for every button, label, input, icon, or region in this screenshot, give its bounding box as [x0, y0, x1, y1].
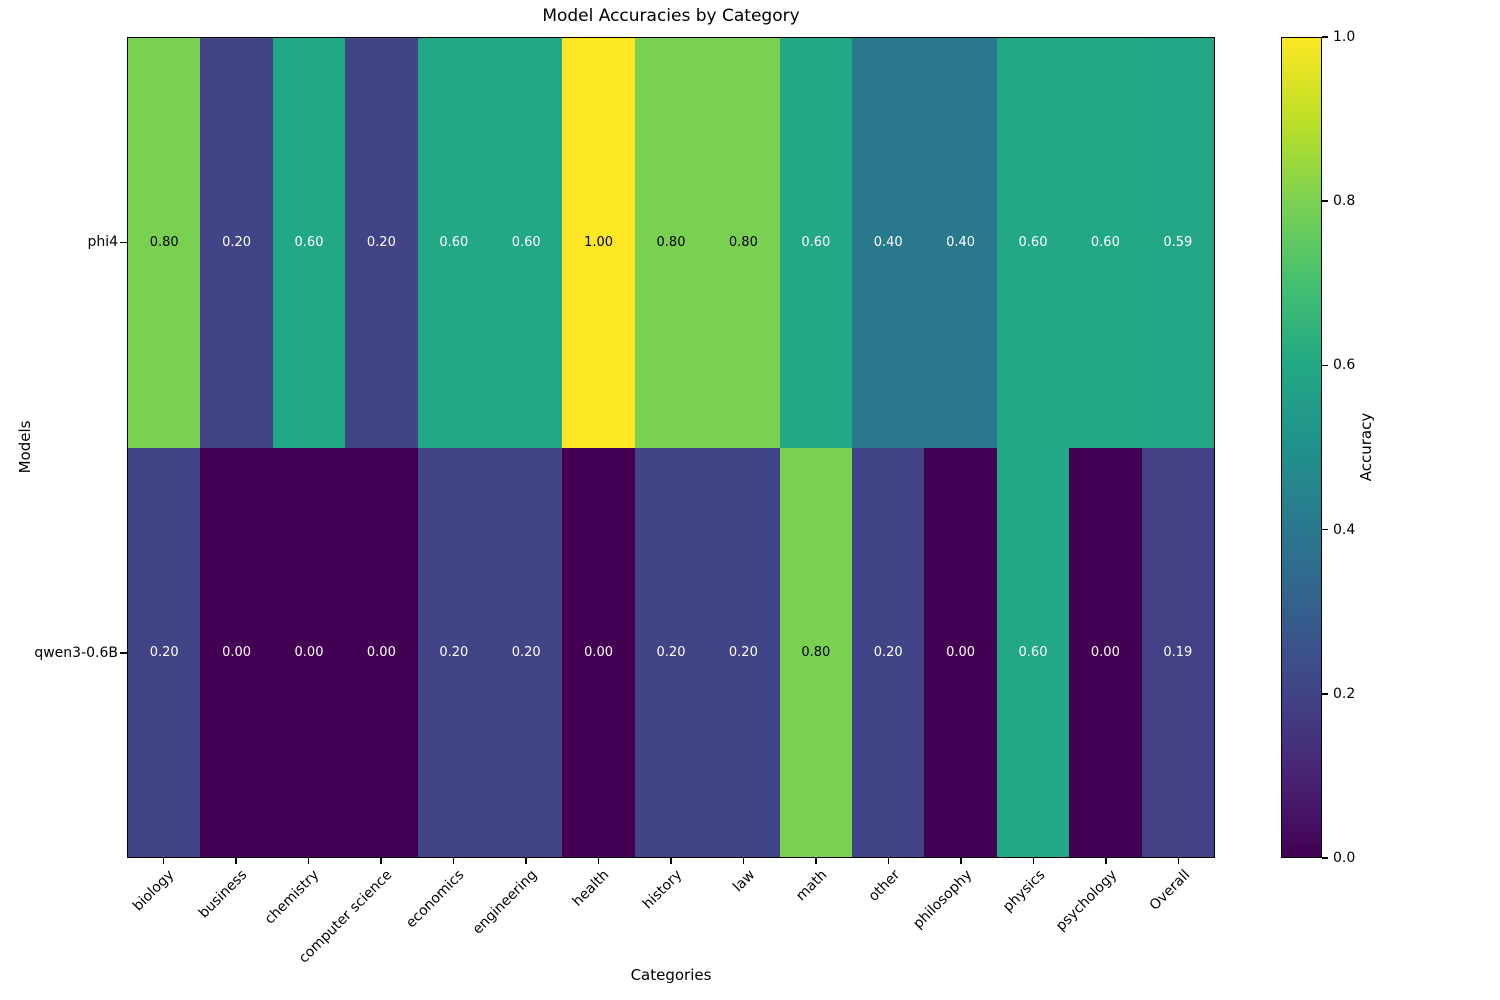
x-tick-mark	[235, 858, 237, 864]
cell-value: 0.00	[366, 644, 396, 660]
cell-value: 0.59	[1163, 235, 1193, 251]
cell-value: 0.40	[946, 235, 976, 251]
cell-value: 0.60	[801, 235, 831, 251]
heatmap-cell: 0.00	[562, 447, 635, 857]
colorbar-tick-mark	[1322, 200, 1328, 202]
colorbar-label: Accuracy	[1357, 412, 1375, 482]
heatmap-cell: 0.60	[272, 38, 346, 448]
x-tick-mark	[1177, 858, 1180, 864]
cell-value: 0.40	[873, 235, 903, 251]
cell-value: 0.60	[294, 235, 324, 251]
cell-value: 0.80	[728, 235, 758, 251]
cell-value: 0.20	[366, 235, 396, 251]
x-tick-mark	[452, 858, 455, 864]
heatmap-cell: 0.20	[634, 447, 708, 857]
heatmap-cell: 0.00	[272, 447, 346, 857]
heatmap-cell: 0.00	[345, 447, 418, 857]
heatmap-cell: 0.80	[779, 447, 852, 857]
heatmap-cell: 0.60	[779, 38, 852, 448]
y-tick-mark	[120, 652, 127, 654]
x-tick-mark	[380, 858, 382, 864]
heatmap-cell: 0.20	[128, 447, 201, 857]
heatmap-cell: 1.00	[562, 38, 635, 448]
heatmap-cell: 0.20	[200, 38, 273, 448]
heatmap-cell: 0.20	[707, 447, 780, 857]
heatmap-cell: 0.20	[490, 447, 563, 857]
colorbar	[1281, 37, 1322, 858]
cell-value: 0.00	[1090, 644, 1120, 660]
cell-value: 0.60	[439, 235, 469, 251]
cell-value: 0.00	[222, 644, 252, 660]
x-tick-mark	[960, 858, 962, 864]
y-tick-mark	[120, 241, 127, 243]
colorbar-tick-mark	[1322, 36, 1328, 38]
cell-value: 0.00	[946, 644, 976, 660]
x-tick-mark	[307, 858, 310, 864]
cell-value: 0.20	[149, 644, 179, 660]
cell-value: 0.20	[728, 644, 758, 660]
x-tick-mark	[887, 858, 890, 864]
cell-value: 0.19	[1163, 644, 1193, 660]
cell-value: 1.00	[584, 235, 614, 251]
x-tick-mark	[1032, 858, 1035, 864]
heatmap-cell: 0.80	[707, 38, 780, 448]
colorbar-tick-label: 1.0	[1333, 29, 1356, 45]
heatmap-cell: 0.40	[924, 38, 997, 448]
y-tick-label: phi4	[87, 234, 118, 251]
heatmap-cell: 0.00	[200, 447, 273, 857]
cell-value: 0.60	[1018, 644, 1048, 660]
heatmap-cell: 0.00	[924, 447, 997, 857]
y-axis-label: Models	[16, 420, 34, 474]
heatmap-cell: 0.60	[1069, 38, 1142, 448]
heatmap-cell: 0.20	[345, 38, 418, 448]
cell-value: 0.20	[656, 644, 686, 660]
heatmap-plot-area: 0.80 0.20 0.60 0.20 0.60 0.60 1.00 0.80 0.80 0.60…	[127, 37, 1215, 858]
y-tick-label: qwen3-0.6B	[34, 644, 118, 661]
heatmap-cell: 0.80	[634, 38, 708, 448]
cell-value: 0.00	[294, 644, 324, 660]
x-tick-mark	[597, 858, 600, 864]
cell-value: 0.60	[511, 235, 541, 251]
x-tick-mark	[815, 858, 817, 864]
colorbar-tick-label: 0.8	[1333, 193, 1356, 210]
colorbar-tick-label: 0.0	[1333, 850, 1356, 866]
heatmap-cell: 0.59	[1141, 38, 1214, 448]
cell-value: 0.60	[1018, 235, 1048, 251]
heatmap-cell: 0.60	[996, 447, 1070, 857]
x-tick-mark	[162, 858, 165, 864]
x-tick-mark	[1105, 858, 1107, 864]
heatmap-cell: 0.60	[996, 38, 1070, 448]
heatmap-cell: 0.40	[852, 38, 925, 448]
cell-value: 0.20	[222, 235, 252, 251]
heatmap-cell: 0.60	[490, 38, 563, 448]
x-tick-mark	[525, 858, 527, 864]
cell-value: 0.60	[1090, 235, 1120, 251]
heatmap-cell: 0.19	[1141, 447, 1214, 857]
colorbar-tick-mark	[1322, 693, 1328, 695]
heatmap-cell: 0.80	[128, 38, 201, 448]
cell-value: 0.80	[801, 644, 831, 660]
colorbar-tick-mark	[1322, 857, 1328, 859]
cell-value: 0.80	[656, 235, 686, 251]
colorbar-tick-label: 0.4	[1333, 521, 1356, 538]
colorbar-tick-label: 0.6	[1333, 357, 1356, 374]
cell-value: 0.20	[873, 644, 903, 660]
x-tick-mark	[742, 858, 745, 864]
heatmap-cell: 0.60	[417, 38, 490, 448]
x-tick-mark	[670, 858, 672, 864]
chart-title: Model Accuracies by Category	[542, 6, 800, 26]
colorbar-tick-mark	[1322, 364, 1328, 367]
cell-value: 0.20	[511, 644, 541, 660]
colorbar-tick-label: 0.2	[1333, 685, 1356, 702]
x-axis-label: Categories	[630, 966, 712, 984]
cell-value: 0.20	[439, 644, 469, 660]
heatmap-cell: 0.20	[417, 447, 490, 857]
cell-value: 0.00	[584, 644, 614, 660]
colorbar-tick-mark	[1322, 528, 1328, 531]
heatmap-cell: 0.20	[852, 447, 925, 857]
cell-value: 0.80	[149, 235, 179, 251]
heatmap-cell: 0.00	[1069, 447, 1142, 857]
